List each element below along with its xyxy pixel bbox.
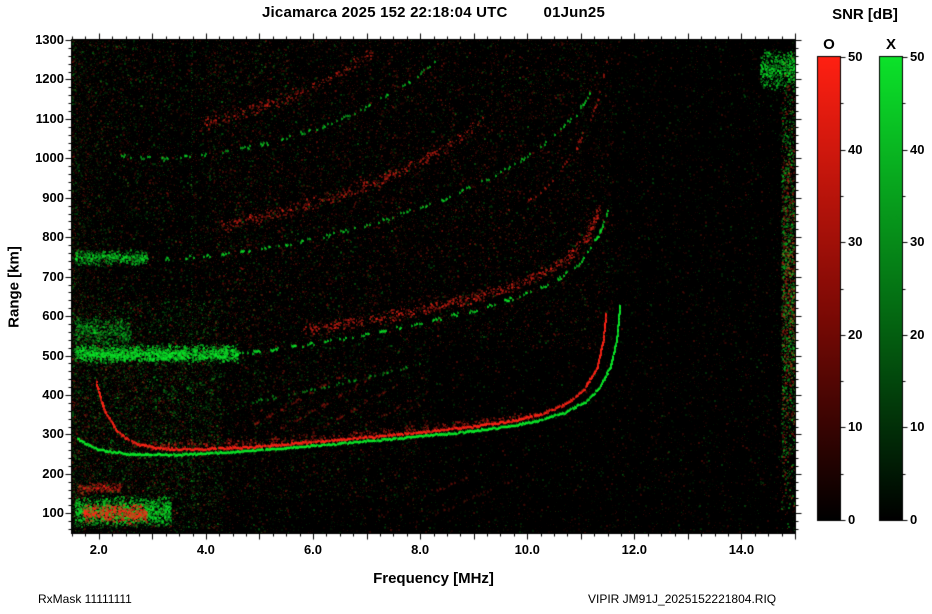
y-tick-label: 300 <box>42 426 64 442</box>
y-tick-label: 1100 <box>35 110 64 126</box>
y-tick-label: 500 <box>42 347 64 363</box>
y-tick-label: 400 <box>42 386 64 402</box>
x-axis-label: Frequency [MHz] <box>373 570 494 587</box>
x-tick-label: 8.0 <box>411 542 430 557</box>
colorbar-o-label: O <box>823 36 835 53</box>
plot-title: Jicamarca 2025 152 22:18:04 UTC 01Jun25 <box>72 4 795 21</box>
plot-title-date: 01Jun25 <box>543 4 605 21</box>
y-tick-label: 900 <box>42 189 64 205</box>
x-colorbar-tick-label: 10 <box>910 419 925 435</box>
y-tick-label: 1200 <box>35 71 64 87</box>
x-colorbar-tick-label: 0 <box>910 512 918 527</box>
x-tick-label: 12.0 <box>621 542 647 557</box>
o-colorbar-tick-label: 30 <box>848 234 863 250</box>
o-colorbar-tick-label: 0 <box>848 512 856 527</box>
o-colorbar-tick-label: 20 <box>848 326 863 342</box>
y-tick-label: 800 <box>42 229 64 245</box>
o-colorbar-tick-label: 10 <box>848 419 863 435</box>
x-tick-label: 6.0 <box>303 542 323 557</box>
y-tick-label: 1000 <box>35 150 64 166</box>
x-colorbar-tick-label: 20 <box>910 326 925 342</box>
x-colorbar-tick-label: 50 <box>910 49 925 64</box>
colorbar-x-label: X <box>885 36 896 53</box>
x-tick-label: 10.0 <box>514 542 540 557</box>
x-tick-label: 2.0 <box>89 542 108 557</box>
y-tick-label: 700 <box>42 268 64 284</box>
y-tick-label: 100 <box>42 505 64 521</box>
rxmask-text: RxMask 11111111 <box>38 592 132 606</box>
x-colorbar-tick-label: 40 <box>910 141 925 157</box>
y-tick-label: 1300 <box>35 32 64 47</box>
plot-title-station-time: Jicamarca 2025 152 22:18:04 UTC <box>262 4 508 21</box>
x-tick-label: 4.0 <box>196 542 215 557</box>
data-file-text: VIPIR JM91J_2025152221804.RIQ <box>588 592 777 606</box>
colorbar-title: SNR [dB] <box>832 6 898 23</box>
x-tick-label: 14.0 <box>728 542 755 557</box>
o-colorbar-tick-label: 50 <box>848 49 863 64</box>
o-colorbar-tick-label: 40 <box>848 141 863 157</box>
y-tick-label: 200 <box>42 465 64 481</box>
y-tick-label: 600 <box>42 308 64 324</box>
x-colorbar-tick-label: 30 <box>910 234 925 250</box>
